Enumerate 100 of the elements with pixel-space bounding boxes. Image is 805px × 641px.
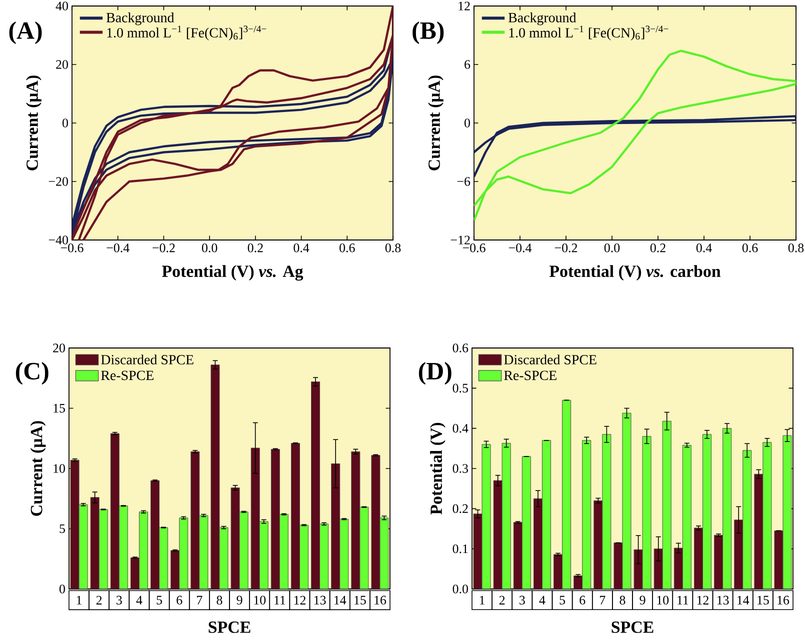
x-tick-label: 13 [314, 596, 326, 605]
y-tick-label: 40 [56, 2, 68, 10]
y-tick-label: 0.4 [452, 424, 468, 433]
bar [199, 515, 208, 589]
x-tick-label: 3 [116, 596, 122, 605]
x-axis-title: Potential (V) vs. Ag [162, 265, 304, 281]
bar [78, 504, 88, 589]
bar [662, 420, 672, 589]
y-tick-label: 0.0 [452, 584, 468, 594]
bar [150, 480, 160, 589]
bar [170, 550, 180, 589]
x-tick-label: 1 [76, 596, 82, 604]
y-tick-label: 0.2 [452, 504, 468, 514]
y-tick-label: 5 [60, 524, 65, 534]
bar [674, 548, 683, 589]
x-tick-label: 15 [758, 596, 769, 604]
x-tick-label: 9 [640, 596, 646, 605]
bar [554, 554, 563, 589]
bar [290, 442, 300, 589]
bar [130, 557, 140, 589]
y-tick-label: 0 [464, 118, 470, 128]
y-tick-label: −20 [48, 177, 68, 186]
x-tick-label: 0.4 [696, 244, 712, 252]
legend-label: Re-SPCE [504, 370, 556, 380]
bar [694, 528, 703, 589]
bar [230, 488, 240, 589]
y-tick-label: −12 [450, 236, 470, 244]
y-tick-label: 0.1 [452, 544, 468, 554]
y-axis-title: Potential (V) [430, 422, 446, 515]
x-tick-label: 9 [236, 596, 242, 605]
y-axis-title: Current (μA) [30, 421, 46, 516]
legend-label: 1.0 mmol L$^{−1}$ [Fe(CN)$_{6}$]$^{3−/4−}$ [107, 26, 266, 40]
bar [582, 440, 592, 589]
bar [782, 435, 792, 589]
bar [602, 434, 612, 589]
y-tick-label: 0 [62, 118, 68, 128]
bar [98, 509, 108, 589]
bar [482, 444, 491, 589]
x-tick-label: 8 [216, 596, 222, 605]
x-tick-label: 8 [620, 596, 626, 605]
x-tick-label: 0.0 [604, 244, 620, 252]
bar [118, 506, 128, 589]
bar [714, 534, 724, 589]
x-tick-label: 16 [374, 596, 386, 605]
bar [351, 451, 360, 589]
text: (D) [418, 362, 452, 385]
bar [622, 412, 632, 589]
x-axis-title: Potential (V) vs. carbon [549, 265, 721, 280]
y-tick-label: 15 [54, 404, 65, 413]
bar [311, 382, 320, 589]
bar [682, 444, 692, 589]
bar [138, 512, 148, 589]
legend-label: Background [508, 12, 576, 26]
bar [634, 549, 643, 589]
y-axis-title: Current (μA) [26, 76, 42, 170]
bar [159, 527, 168, 589]
y-tick-label: 0.5 [452, 384, 468, 393]
text: (B) [412, 21, 444, 44]
x-tick-label: 10 [657, 596, 669, 605]
x-tick-label: −0.4 [106, 244, 130, 252]
bar [179, 518, 188, 589]
x-tick-label: 0.8 [788, 244, 804, 252]
x-tick-label: 0.6 [742, 244, 758, 252]
bar [513, 522, 522, 589]
bar [734, 520, 744, 589]
bar [702, 434, 712, 589]
bar [270, 448, 280, 589]
bar [259, 521, 268, 589]
bar [762, 442, 772, 589]
bar [279, 514, 288, 589]
x-tick-label: 15 [354, 596, 366, 604]
x-tick-label: 3 [520, 596, 525, 605]
x-tick-label: 0.8 [385, 244, 401, 252]
x-tick-label: 16 [778, 596, 790, 605]
bar [250, 448, 260, 589]
x-tick-label: 5 [156, 596, 162, 604]
x-tick-label: 12 [294, 596, 306, 604]
x-tick-label: −0.2 [554, 244, 578, 252]
y-tick-label: −6 [457, 177, 470, 186]
legend-label: Re-SPCE [101, 370, 154, 380]
y-tick-label: 10 [54, 464, 65, 473]
x-tick-label: 12 [697, 596, 708, 604]
x-tick-label: 13 [717, 596, 729, 605]
bar [331, 463, 340, 589]
x-tick-label: 0.0 [202, 244, 218, 252]
bar [90, 497, 100, 589]
x-tick-label: 7 [197, 596, 202, 604]
y-tick-label: 0.3 [452, 464, 468, 473]
x-tick-label: 0.6 [340, 244, 355, 252]
bar [340, 518, 349, 589]
legend-label: Background [106, 12, 174, 26]
bar [360, 506, 369, 589]
bar [594, 500, 603, 589]
x-tick-label: −0.6 [462, 244, 486, 252]
bar [371, 454, 380, 589]
bar [742, 450, 752, 589]
x-tick-label: 7 [600, 596, 606, 604]
legend-label: 1.0 mmol L$^{−1}$ [Fe(CN)$_{6}$]$^{3−/4−}$ [509, 26, 668, 40]
y-tick-label: 20 [56, 60, 68, 69]
bar [493, 480, 502, 589]
